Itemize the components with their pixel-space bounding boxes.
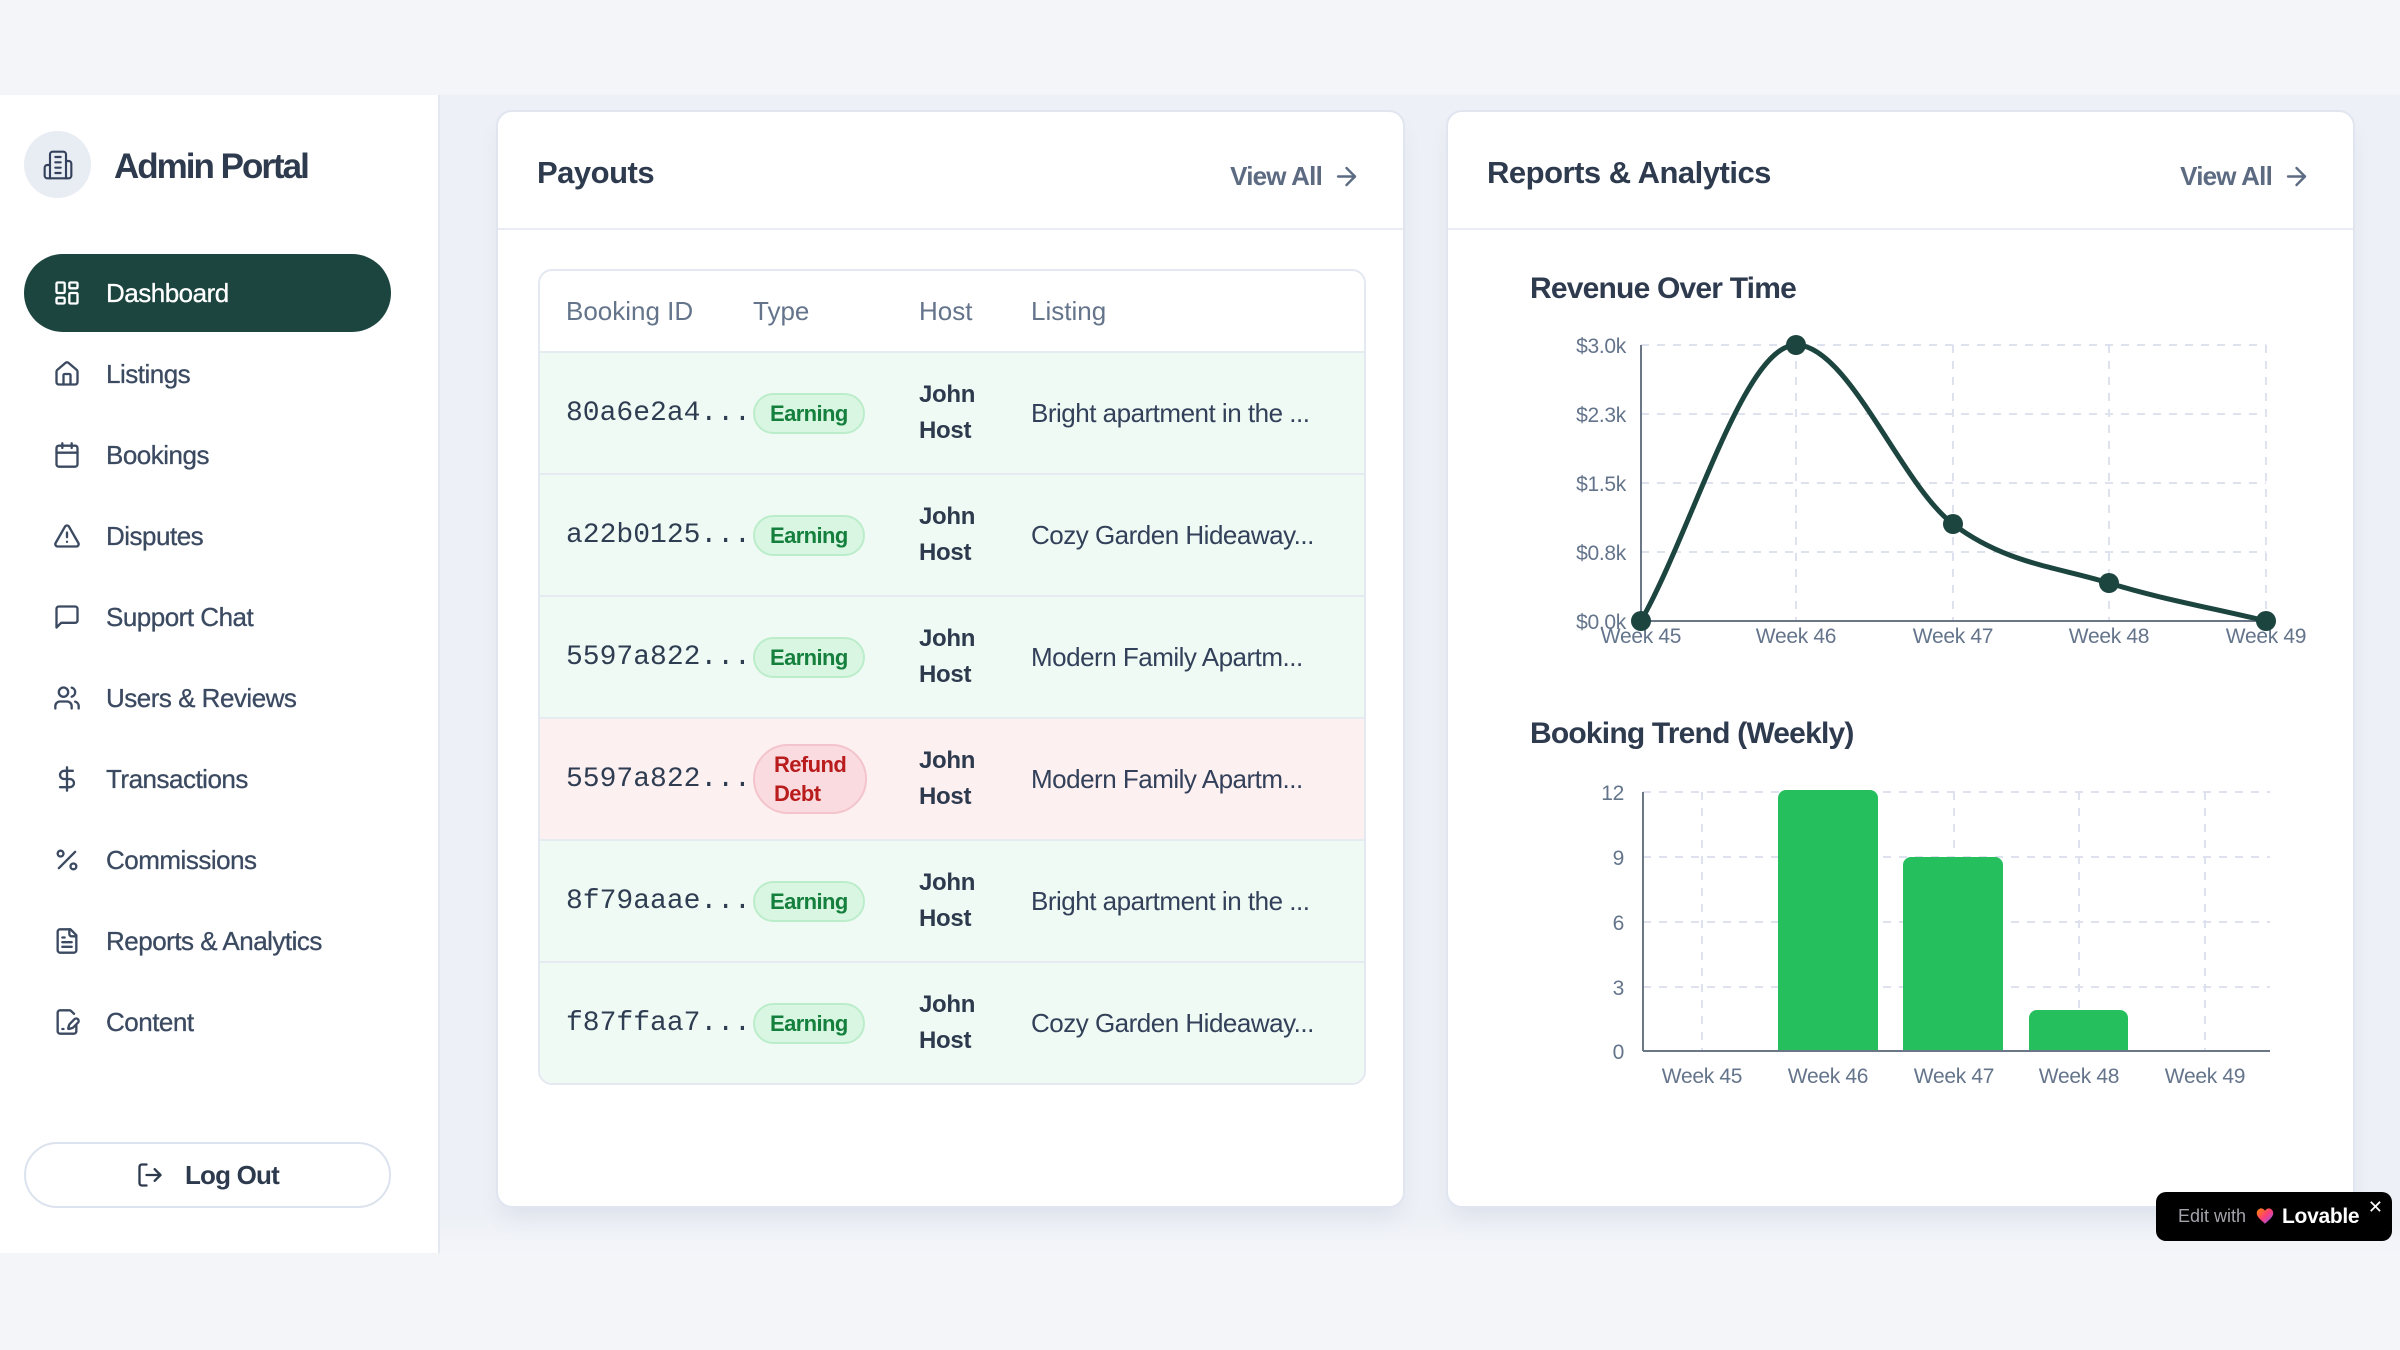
svg-text:Week 45: Week 45 (1601, 625, 1681, 648)
svg-text:0: 0 (1613, 1041, 1624, 1064)
svg-text:Week 47: Week 47 (1913, 625, 1993, 648)
svg-text:12: 12 (1601, 782, 1624, 805)
svg-text:3: 3 (1613, 977, 1624, 1000)
svg-text:Week 48: Week 48 (2039, 1065, 2119, 1088)
svg-text:Week 47: Week 47 (1914, 1065, 1994, 1088)
svg-text:Week 48: Week 48 (2069, 625, 2149, 648)
svg-text:Week 49: Week 49 (2165, 1065, 2245, 1088)
svg-text:Week 46: Week 46 (1788, 1065, 1868, 1088)
svg-text:$0.0k: $0.0k (1576, 611, 1627, 634)
svg-text:6: 6 (1613, 912, 1624, 935)
svg-text:Week 45: Week 45 (1662, 1065, 1742, 1088)
svg-text:Week 49: Week 49 (2226, 625, 2306, 648)
svg-text:$3.0k: $3.0k (1576, 335, 1627, 358)
svg-text:$2.3k: $2.3k (1576, 404, 1627, 427)
svg-text:$0.8k: $0.8k (1576, 542, 1627, 565)
svg-text:9: 9 (1613, 847, 1624, 870)
svg-text:$1.5k: $1.5k (1576, 473, 1627, 496)
svg-text:Week 46: Week 46 (1756, 625, 1836, 648)
